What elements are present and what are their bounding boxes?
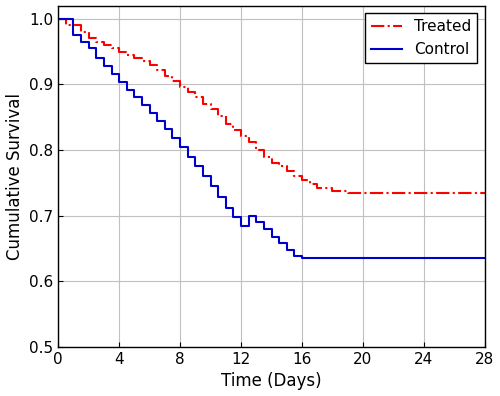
Control bbox=[132, 95, 138, 100]
Control bbox=[78, 39, 84, 44]
Treated bbox=[101, 43, 107, 48]
Control bbox=[146, 111, 152, 116]
Treated bbox=[78, 29, 84, 34]
Y-axis label: Cumulative Survival: Cumulative Survival bbox=[6, 93, 24, 260]
Control bbox=[344, 256, 350, 261]
Treated bbox=[192, 95, 198, 100]
Treated bbox=[314, 186, 320, 190]
Treated bbox=[292, 174, 298, 179]
Treated bbox=[55, 16, 61, 21]
Control bbox=[162, 127, 168, 131]
Control bbox=[116, 79, 122, 84]
Control bbox=[170, 136, 175, 141]
Control bbox=[284, 248, 290, 252]
Treated bbox=[132, 56, 138, 61]
Control bbox=[238, 224, 244, 228]
Control bbox=[154, 119, 160, 124]
Treated bbox=[86, 36, 91, 41]
Control bbox=[94, 56, 100, 61]
Control bbox=[86, 46, 91, 51]
Treated bbox=[230, 128, 236, 133]
Line: Control: Control bbox=[58, 19, 485, 258]
X-axis label: Time (Days): Time (Days) bbox=[221, 373, 322, 390]
Treated bbox=[238, 133, 244, 138]
Control bbox=[261, 227, 267, 231]
Treated bbox=[482, 190, 488, 195]
Treated bbox=[246, 140, 252, 145]
Control bbox=[314, 256, 320, 261]
Treated bbox=[108, 46, 114, 51]
Control bbox=[101, 64, 107, 69]
Treated bbox=[139, 59, 145, 64]
Treated bbox=[208, 107, 214, 112]
Control bbox=[254, 220, 260, 225]
Treated bbox=[146, 62, 152, 67]
Treated bbox=[170, 79, 175, 84]
Control bbox=[108, 71, 114, 76]
Treated bbox=[184, 90, 190, 95]
Treated bbox=[330, 188, 336, 193]
Control bbox=[215, 195, 221, 200]
Control bbox=[292, 254, 298, 259]
Treated bbox=[63, 23, 69, 28]
Control bbox=[70, 33, 76, 38]
Treated bbox=[116, 49, 122, 54]
Treated bbox=[200, 102, 206, 107]
Control bbox=[139, 103, 145, 108]
Treated bbox=[276, 164, 282, 169]
Treated bbox=[124, 52, 130, 57]
Treated bbox=[284, 169, 290, 173]
Control bbox=[200, 174, 206, 179]
Treated bbox=[344, 190, 350, 195]
Control bbox=[482, 256, 488, 261]
Treated bbox=[268, 161, 274, 166]
Control bbox=[208, 184, 214, 188]
Treated bbox=[254, 148, 260, 152]
Legend: Treated, Control: Treated, Control bbox=[365, 13, 477, 63]
Control bbox=[246, 213, 252, 218]
Treated bbox=[94, 39, 100, 44]
Treated bbox=[215, 114, 221, 118]
Control bbox=[223, 206, 229, 210]
Control bbox=[268, 234, 274, 239]
Treated bbox=[299, 178, 305, 183]
Control bbox=[184, 154, 190, 159]
Treated bbox=[162, 74, 168, 79]
Control bbox=[230, 215, 236, 219]
Control bbox=[177, 145, 183, 150]
Treated bbox=[154, 68, 160, 72]
Treated bbox=[261, 154, 267, 159]
Treated bbox=[223, 122, 229, 126]
Control bbox=[192, 164, 198, 169]
Control bbox=[276, 241, 282, 246]
Line: Treated: Treated bbox=[58, 19, 485, 193]
Treated bbox=[306, 182, 312, 187]
Control bbox=[55, 16, 61, 21]
Control bbox=[299, 256, 305, 261]
Control bbox=[124, 87, 130, 92]
Treated bbox=[177, 85, 183, 89]
